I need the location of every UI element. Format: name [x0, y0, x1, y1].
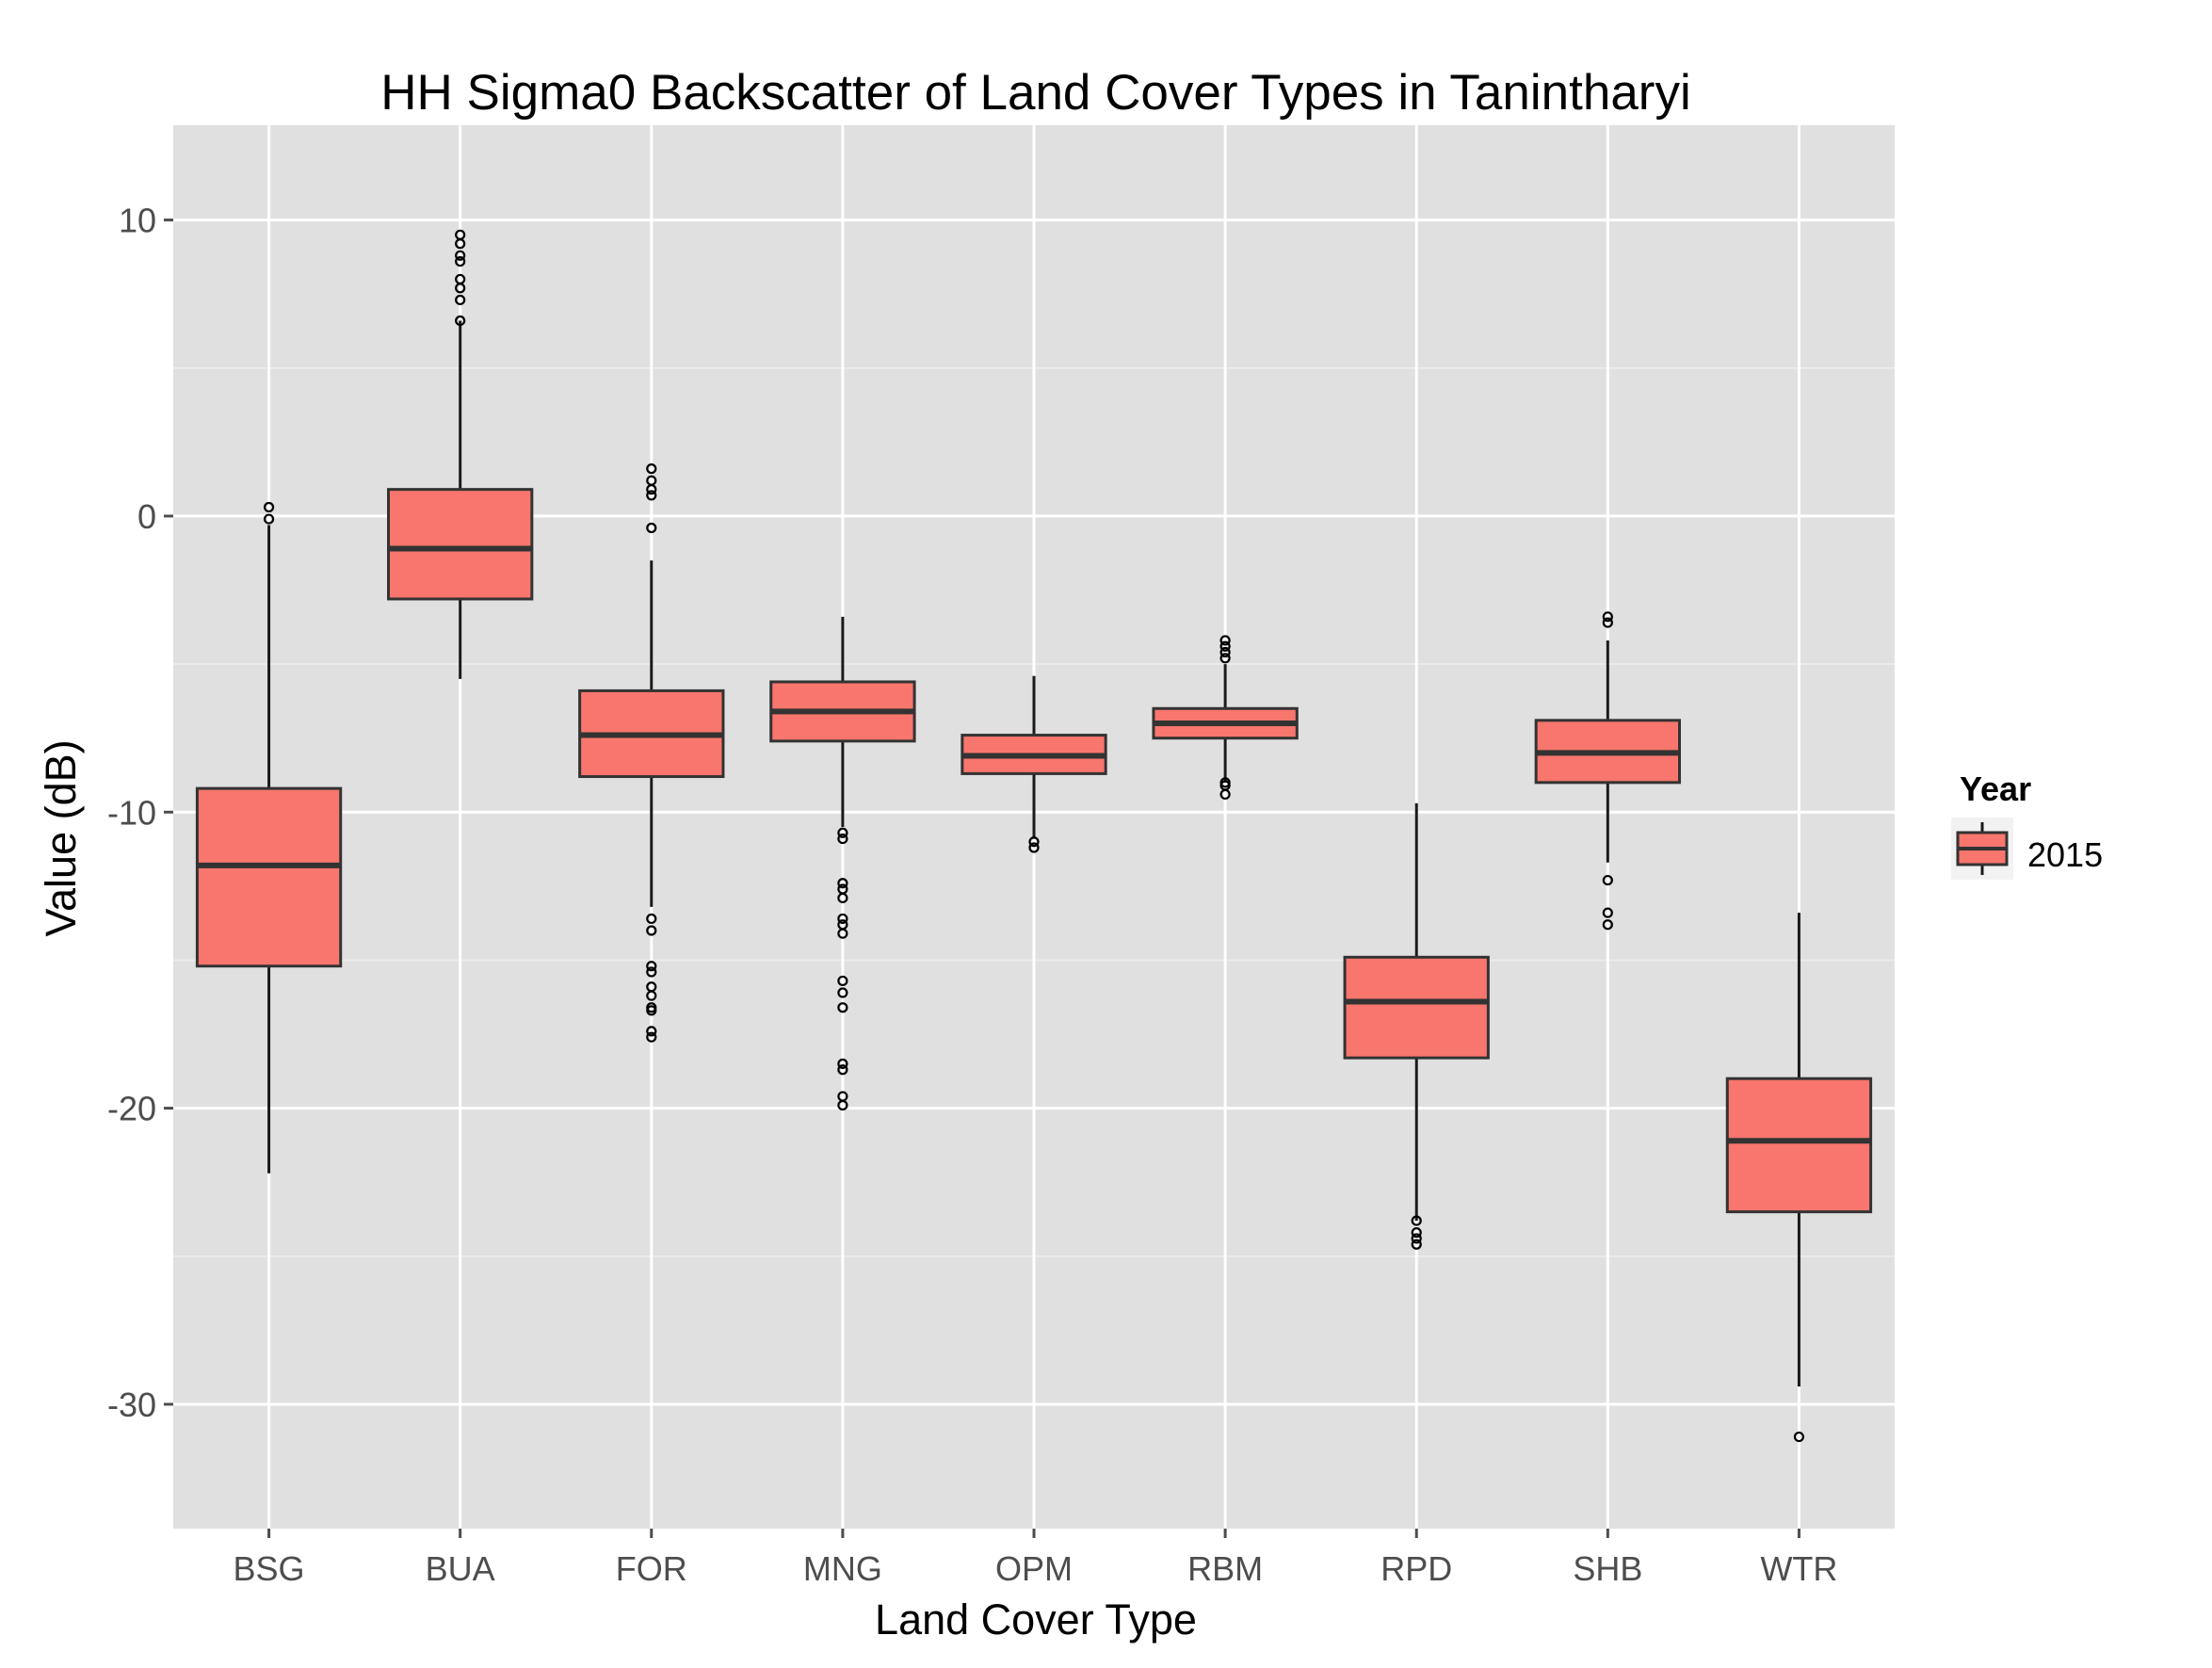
outlier-point: [1219, 635, 1231, 646]
outlier-point: [1411, 1239, 1422, 1250]
outlier-point: [646, 1026, 657, 1037]
outlier-point: [646, 961, 657, 972]
outlier-point: [646, 1031, 657, 1043]
outlier-point: [646, 490, 657, 501]
outlier-point: [455, 273, 466, 285]
box-rpd: [1343, 802, 1490, 1250]
outlier-point: [455, 229, 466, 240]
outlier-point: [263, 513, 275, 525]
outlier-point: [646, 1005, 657, 1016]
outlier-point: [837, 878, 848, 889]
outlier-point: [837, 913, 848, 925]
outlier-point: [646, 913, 657, 925]
y-tick-label: 0: [137, 497, 156, 536]
outlier-point: [1411, 1215, 1422, 1226]
y-tick-label: -20: [107, 1090, 156, 1128]
legend-key-2015: [1951, 818, 2013, 880]
x-tick-label: RPD: [1380, 1549, 1452, 1588]
outlier-point: [1411, 1233, 1422, 1244]
box-wtr: [1725, 913, 1873, 1443]
box-body: [1725, 1077, 1873, 1214]
x-axis: BSG BUA FOR MNG OPM RBM RPD SHB WTR: [234, 1529, 1837, 1588]
box-rbm: [1152, 635, 1299, 801]
x-tick-label: WTR: [1760, 1549, 1837, 1588]
legend: Year 2015: [1951, 769, 2103, 880]
outlier-point: [837, 827, 848, 838]
y-axis-title: Value (dB): [37, 739, 85, 936]
outlier-point: [1602, 874, 1613, 886]
outlier-point: [455, 250, 466, 261]
legend-label-2015: 2015: [2027, 835, 2103, 874]
outlier-point: [646, 990, 657, 1001]
box-body: [1343, 955, 1490, 1060]
box-opm: [961, 675, 1107, 853]
outlier-point: [837, 1064, 848, 1076]
box-bsg: [195, 501, 343, 1174]
x-axis-title: Land Cover Type: [875, 1595, 1197, 1644]
outlier-point: [837, 1099, 848, 1111]
box-shb: [1534, 611, 1681, 931]
x-tick-label: BSG: [234, 1549, 305, 1588]
outlier-point: [837, 987, 848, 998]
outlier-point: [1602, 919, 1613, 931]
outlier-point: [837, 1058, 848, 1070]
outlier-point: [1219, 646, 1231, 658]
outlier-point: [1602, 907, 1613, 918]
outlier-point: [646, 522, 657, 534]
outlier-point: [1028, 836, 1040, 848]
outlier-point: [1219, 653, 1231, 664]
outlier-point: [646, 925, 657, 936]
box-for: [578, 463, 725, 1043]
outlier-point: [1602, 617, 1613, 628]
outlier-point: [1411, 1227, 1422, 1239]
outlier-point: [646, 966, 657, 978]
outlier-point: [1219, 788, 1231, 801]
y-axis: 10 0 -10 -20 -30: [107, 202, 173, 1424]
box-mng: [769, 616, 916, 1111]
outlier-point: [1028, 842, 1040, 853]
x-tick-label: BUA: [426, 1549, 495, 1588]
x-tick-label: FOR: [616, 1549, 687, 1588]
box-series: [195, 229, 1873, 1443]
x-tick-label: MNG: [803, 1549, 882, 1588]
x-tick-label: OPM: [995, 1549, 1073, 1588]
outlier-point: [837, 1002, 848, 1013]
outlier-point: [455, 255, 466, 267]
outlier-point: [1602, 611, 1613, 623]
outlier-point: [837, 975, 848, 987]
box-body: [387, 488, 534, 601]
x-tick-label: RBM: [1187, 1549, 1263, 1588]
x-tick-label: SHB: [1573, 1549, 1642, 1588]
outlier-point: [263, 501, 275, 513]
box-body: [195, 786, 343, 968]
legend-title: Year: [1960, 769, 2031, 808]
y-tick-label: -30: [107, 1385, 156, 1424]
outlier-point: [646, 475, 657, 486]
outlier-point: [646, 463, 657, 475]
outlier-point: [1219, 640, 1231, 652]
outlier-point: [837, 928, 848, 939]
y-tick-label: 10: [119, 202, 156, 240]
outlier-point: [837, 833, 848, 845]
outlier-point: [1793, 1431, 1805, 1443]
outlier-point: [837, 892, 848, 904]
chart-title: HH Sigma0 Backscatter of Land Cover Type…: [380, 65, 1690, 121]
box-bua: [387, 229, 534, 679]
outlier-point: [455, 315, 466, 327]
outlier-point: [455, 294, 466, 306]
y-tick-label: -10: [107, 793, 156, 832]
